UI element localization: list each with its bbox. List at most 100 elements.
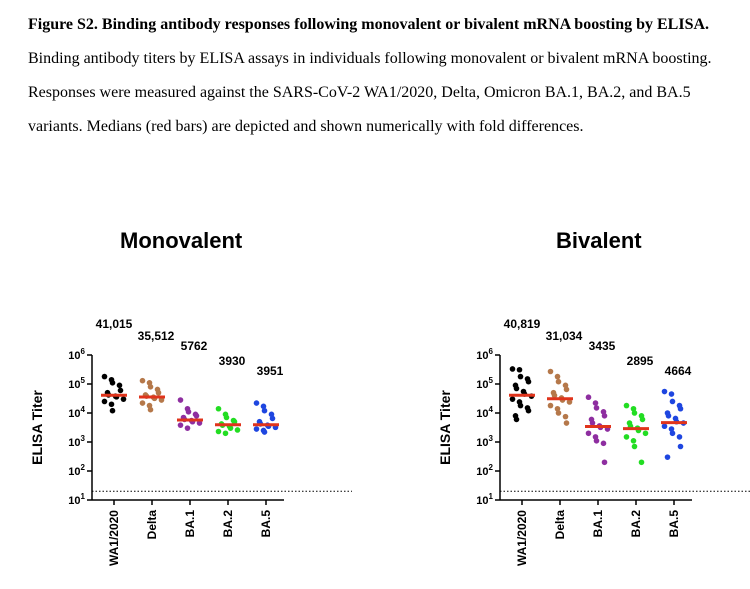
data-point: [101, 398, 108, 405]
x-tick-label: WA1/2020: [107, 510, 121, 566]
data-point: [562, 413, 569, 420]
median-value-label: 2895: [627, 354, 654, 368]
data-point: [547, 368, 554, 375]
data-point: [623, 434, 630, 440]
median-value-label: 35,512: [138, 329, 175, 343]
data-point: [601, 413, 608, 419]
data-point: [566, 399, 573, 405]
data-point: [668, 426, 675, 432]
data-point: [630, 405, 637, 412]
data-point: [676, 434, 683, 440]
data-point: [623, 402, 630, 409]
data-point: [509, 396, 516, 402]
data-point: [593, 405, 600, 411]
data-point: [589, 420, 596, 426]
data-point: [555, 378, 562, 385]
data-point: [120, 396, 127, 402]
data-point: [551, 392, 558, 399]
caption-text: Binding antibody titers by ELISA assays …: [28, 50, 712, 135]
y-tick-label: 103: [476, 434, 493, 449]
y-axis-title: ELISA Titer: [437, 390, 453, 465]
data-point: [231, 418, 238, 425]
data-point: [269, 415, 276, 422]
data-point: [525, 378, 532, 385]
data-point: [555, 410, 562, 416]
x-tick-label: BA.5: [259, 510, 273, 538]
data-point: [665, 413, 672, 419]
data-point: [509, 366, 516, 372]
y-tick-label: 101: [476, 492, 493, 507]
panel-title-monovalent: Monovalent: [120, 228, 243, 253]
data-point: [158, 397, 165, 403]
data-point: [185, 408, 192, 415]
data-point: [215, 428, 222, 435]
data-point: [193, 413, 200, 419]
data-point: [601, 459, 608, 466]
y-tick-label: 105: [68, 376, 85, 391]
bivalent-chart: ELISA Titer 101 102 103 104 105 106 WA1/2020 40,…: [437, 317, 750, 566]
y-tick-label: 102: [476, 463, 493, 478]
data-point: [215, 405, 222, 412]
data-point: [547, 402, 554, 409]
data-point: [585, 394, 592, 401]
data-point: [585, 430, 592, 437]
y-axis-title: ELISA Titer: [29, 390, 45, 465]
median-value-label: 40,819: [504, 317, 541, 331]
median-value-label: 3930: [219, 354, 246, 368]
data-point: [669, 430, 676, 437]
data-point: [155, 389, 162, 396]
data-point: [513, 416, 520, 423]
data-point: [669, 398, 676, 405]
data-point: [593, 437, 600, 444]
data-point: [261, 429, 268, 435]
data-point: [592, 400, 599, 406]
data-point: [600, 440, 607, 447]
data-point: [554, 405, 561, 412]
data-point: [554, 373, 561, 380]
data-point: [101, 373, 108, 380]
x-tick-label: BA.1: [591, 510, 605, 538]
data-point: [116, 382, 123, 389]
data-point: [139, 400, 146, 406]
y-tick-label: 104: [476, 405, 493, 420]
y-tick-label: 103: [68, 434, 85, 449]
data-point: [661, 423, 668, 430]
data-point: [563, 420, 570, 426]
y-tick-label: 102: [68, 463, 85, 478]
data-point: [525, 407, 532, 414]
data-point: [642, 430, 649, 437]
data-point: [260, 403, 267, 410]
median-value-label: 5762: [181, 339, 208, 353]
data-point: [177, 397, 184, 403]
y-tick-label: 106: [476, 347, 493, 362]
data-point: [147, 406, 154, 413]
data-point: [677, 405, 684, 412]
data-point: [631, 410, 638, 416]
monovalent-chart: ELISA Titer 101 102 103 104 105 106 WA1/2020 41,…: [29, 317, 352, 566]
figure-caption: Figure S2. Binding antibody responses fo…: [28, 8, 728, 144]
x-tick-label: BA.2: [629, 510, 643, 538]
data-point: [517, 402, 524, 409]
data-point: [661, 388, 668, 395]
median-value-label: 3435: [589, 339, 616, 353]
y-tick-label: 104: [68, 405, 85, 420]
x-tick-label: BA.5: [667, 510, 681, 538]
data-point: [109, 407, 116, 414]
data-point: [668, 391, 675, 397]
data-point: [109, 379, 116, 386]
data-point: [516, 366, 523, 373]
median-value-label: 41,015: [96, 317, 133, 331]
x-tick-label: BA.2: [221, 510, 235, 538]
data-point: [223, 414, 230, 421]
data-point: [664, 454, 671, 460]
data-point: [147, 384, 154, 390]
x-tick-label: Delta: [553, 510, 567, 540]
x-tick-label: WA1/2020: [515, 510, 529, 566]
x-tick-label: Delta: [145, 510, 159, 540]
data-point: [513, 385, 520, 392]
median-value-label: 4664: [665, 364, 692, 378]
data-point: [630, 437, 637, 444]
data-point: [117, 387, 124, 394]
y-tick-label: 105: [476, 376, 493, 391]
data-point: [222, 430, 229, 437]
